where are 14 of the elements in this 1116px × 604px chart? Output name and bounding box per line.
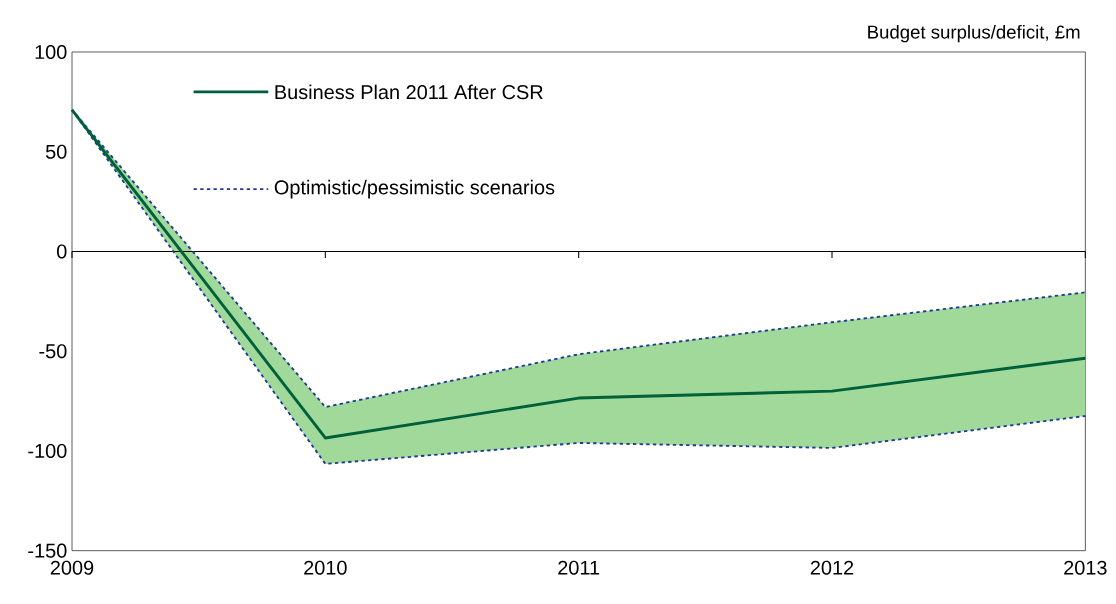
y-tick-label: 100 xyxy=(35,44,67,60)
legend-label: Optimistic/pessimistic scenarios xyxy=(274,179,555,199)
x-tick-label: 2013 xyxy=(1064,560,1107,575)
y-tick-label: 50 xyxy=(45,144,67,159)
y-tick-label: -150 xyxy=(28,543,67,558)
legend-label: Business Plan 2011 After CSR xyxy=(275,84,543,100)
x-tick-label: 2011 xyxy=(558,560,600,575)
x-tick-label: 2012 xyxy=(810,560,854,575)
x-tick-label: 2009 xyxy=(50,560,94,575)
x-tick-label: 2010 xyxy=(304,560,347,575)
y-tick-label: -100 xyxy=(28,443,67,458)
y-tick-label: 0 xyxy=(56,244,67,259)
y-axis-title: Budget surplus/deficit, £m xyxy=(868,24,1080,43)
y-tick-label: -50 xyxy=(39,344,67,359)
